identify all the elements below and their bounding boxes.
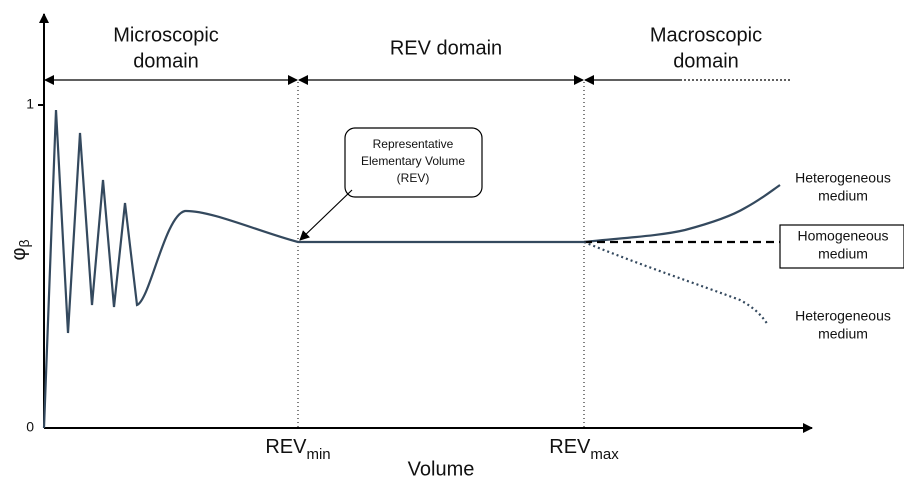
callout bbox=[299, 127, 483, 241]
curve-label: Heterogeneous bbox=[795, 170, 891, 186]
y-tick: 1 bbox=[26, 96, 34, 112]
homogeneous-box bbox=[779, 224, 904, 269]
domain-label: Microscopic bbox=[113, 24, 219, 46]
callout-text: (REV) bbox=[397, 171, 430, 185]
y-tick: 0 bbox=[26, 419, 34, 435]
curve-label: medium bbox=[818, 326, 868, 342]
curve-label: Homogeneous bbox=[797, 228, 888, 244]
x-label: Volume bbox=[408, 458, 475, 480]
domain-label: domain bbox=[133, 50, 199, 72]
y-label: φβ bbox=[8, 239, 31, 260]
rev-lines bbox=[297, 82, 585, 428]
callout-text: Representative bbox=[373, 137, 454, 151]
curve-label: medium bbox=[818, 246, 868, 262]
axes bbox=[38, 13, 813, 433]
curve-label: medium bbox=[818, 188, 868, 204]
domain-label: Macroscopic bbox=[650, 24, 762, 46]
curve-label: Heterogeneous bbox=[795, 308, 891, 324]
callout-text: Elementary Volume bbox=[361, 154, 465, 168]
rev-max: REVmax bbox=[549, 436, 619, 463]
domain-label: REV domain bbox=[390, 37, 502, 59]
curves bbox=[42, 109, 781, 429]
domain-label: domain bbox=[673, 50, 739, 72]
rev-min: REVmin bbox=[265, 436, 330, 463]
